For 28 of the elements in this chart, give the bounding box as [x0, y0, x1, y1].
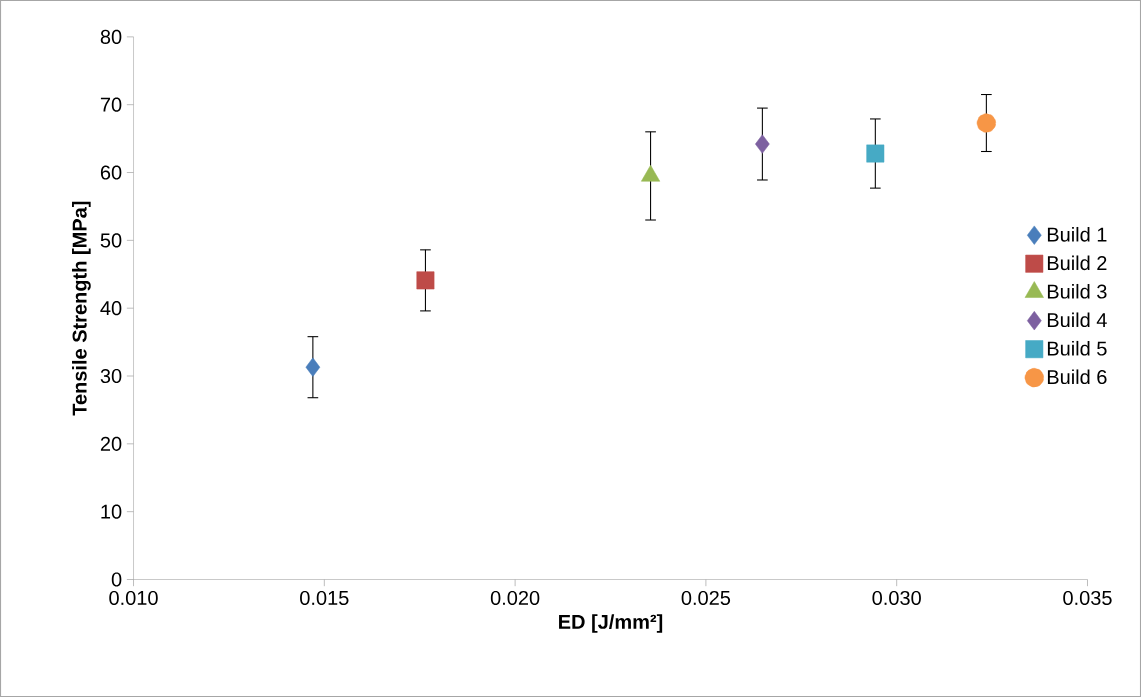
y-tick-label: 80 [100, 29, 122, 44]
x-tick-label: 0.030 [872, 590, 921, 606]
legend-label: Build 2 [1047, 255, 1107, 271]
y-tick-label: 20 [100, 436, 122, 451]
legend-label: Build 4 [1047, 312, 1107, 328]
x-axis-title: ED [J/mm²] [559, 614, 663, 633]
x-tick-label: 0.015 [300, 590, 349, 606]
point [866, 144, 885, 163]
y-tick-label: 50 [100, 233, 122, 248]
x-tick-label: 0.020 [490, 590, 540, 606]
y-tick-label: 40 [100, 301, 122, 316]
legend-label: Build 3 [1047, 283, 1107, 299]
y-tick-label: 30 [100, 368, 122, 384]
y-tick-label: 70 [100, 97, 122, 112]
legend-label: Build 5 [1047, 340, 1107, 356]
point [416, 271, 435, 290]
x-tick-label: 0.010 [109, 590, 158, 606]
y-tick-label: 0 [111, 572, 122, 587]
y-axis-title: Tensile Strength [MPa] [72, 201, 91, 416]
point [976, 113, 996, 133]
point [305, 357, 321, 377]
legend-label: Build 6 [1047, 369, 1107, 385]
x-tick-label: 0.035 [1063, 590, 1112, 606]
y-tick-label: 60 [100, 165, 122, 180]
point [755, 134, 770, 154]
x-tick-label: 0.025 [681, 590, 731, 606]
legend-label: Build 1 [1047, 226, 1107, 242]
y-tick-label: 10 [101, 504, 122, 519]
